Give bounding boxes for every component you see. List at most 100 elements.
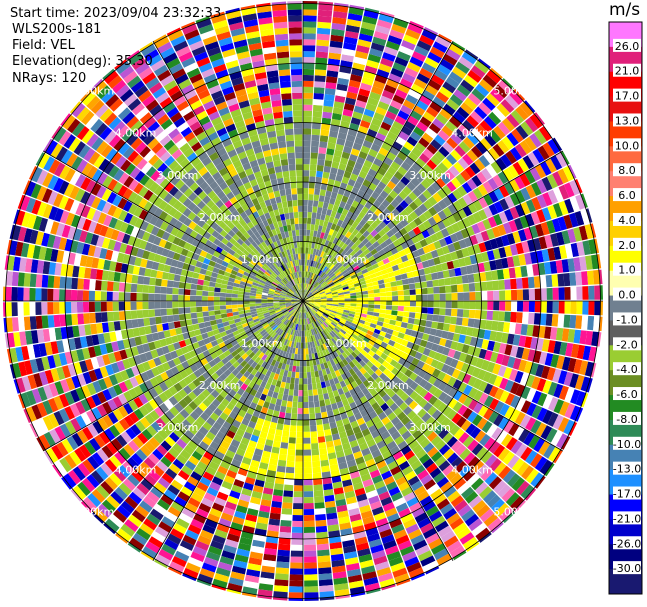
- range-gate: [441, 363, 450, 374]
- range-gate: [326, 234, 332, 242]
- range-gate: [366, 265, 374, 272]
- range-gate: [418, 213, 428, 223]
- range-gate: [387, 460, 399, 471]
- range-gate: [364, 241, 373, 249]
- range-gate: [311, 212, 317, 219]
- range-gate: [460, 169, 471, 182]
- range-gate: [339, 338, 346, 345]
- range-gate: [461, 344, 470, 354]
- range-gate: [393, 269, 401, 276]
- range-gate: [340, 528, 353, 536]
- range-gate: [525, 417, 537, 431]
- range-gate: [393, 529, 408, 540]
- range-gate: [124, 301, 131, 311]
- range-gate: [335, 246, 342, 253]
- range-gate: [304, 306, 308, 313]
- range-gate: [354, 314, 361, 320]
- range-gate: [404, 120, 416, 131]
- range-gate: [464, 491, 479, 504]
- range-gate: [436, 345, 445, 354]
- range-gate: [366, 330, 374, 336]
- range-gate: [289, 431, 297, 438]
- range-gate: [510, 147, 522, 161]
- range-gate: [456, 84, 471, 97]
- range-gate: [336, 168, 345, 177]
- range-gate: [370, 163, 380, 172]
- range-gate: [311, 309, 317, 314]
- range-gate: [386, 78, 399, 89]
- range-gate: [515, 190, 526, 204]
- range-gate: [428, 385, 438, 395]
- range-gate: [352, 142, 362, 151]
- range-gate: [389, 29, 405, 40]
- range-gate: [435, 35, 451, 48]
- range-gate: [326, 512, 338, 520]
- range-gate: [335, 174, 343, 182]
- range-gate: [307, 211, 312, 219]
- range-gate: [381, 233, 390, 242]
- range-gate: [413, 126, 425, 137]
- range-gate: [436, 271, 444, 279]
- range-gate: [450, 133, 463, 145]
- range-gate: [304, 580, 318, 587]
- range-gate: [304, 259, 308, 266]
- range-gate: [161, 279, 168, 287]
- range-gate: [497, 121, 511, 136]
- range-gate: [362, 272, 370, 278]
- range-gate: [467, 132, 480, 145]
- range-gate: [413, 197, 423, 207]
- range-gate: [344, 303, 351, 306]
- range-gate: [320, 281, 326, 286]
- range-gate: [317, 561, 331, 569]
- range-gate: [407, 410, 417, 420]
- range-gate: [389, 319, 397, 326]
- range-gate: [442, 207, 453, 218]
- range-gate: [462, 435, 475, 448]
- range-gate: [376, 398, 386, 407]
- range-gate: [326, 302, 333, 304]
- range-gate: [516, 278, 523, 289]
- range-gate: [406, 136, 418, 147]
- range-gate: [462, 283, 470, 292]
- range-gate: [347, 257, 354, 264]
- range-gate: [337, 275, 345, 280]
- range-gate: [362, 258, 370, 265]
- range-gate: [319, 585, 334, 593]
- range-gate: [427, 294, 434, 301]
- range-gate: [449, 424, 461, 436]
- range-gate: [431, 321, 439, 329]
- range-gate: [326, 297, 333, 300]
- range-gate: [308, 301, 315, 303]
- range-gate: [503, 511, 516, 524]
- range-gate: [429, 170, 440, 181]
- range-gate: [430, 488, 443, 500]
- range-gate: [41, 288, 48, 301]
- range-gate: [538, 325, 546, 339]
- range-gate: [386, 440, 397, 451]
- range-gate: [404, 450, 415, 461]
- range-gate: [327, 347, 333, 354]
- range-gate: [476, 171, 488, 184]
- range-gate: [435, 329, 443, 338]
- range-gate: [204, 275, 211, 282]
- range-gate: [344, 305, 351, 309]
- range-gate: [375, 338, 383, 346]
- range-gate: [428, 395, 438, 406]
- range-gate: [575, 315, 583, 329]
- range-gate: [393, 407, 403, 417]
- range-gate: [358, 252, 366, 259]
- range-gate: [326, 148, 335, 156]
- range-gate: [322, 111, 332, 119]
- range-gate: [418, 168, 429, 179]
- range-gate: [357, 499, 370, 508]
- range-gate: [514, 176, 526, 190]
- range-gate: [354, 216, 363, 224]
- range-gate: [353, 282, 361, 287]
- range-gate: [243, 301, 250, 305]
- range-gate: [404, 156, 415, 167]
- range-gate: [389, 402, 399, 412]
- range-gate: [332, 155, 341, 163]
- range-gate: [421, 132, 434, 144]
- range-gate: [379, 528, 393, 539]
- range-gate: [315, 327, 320, 334]
